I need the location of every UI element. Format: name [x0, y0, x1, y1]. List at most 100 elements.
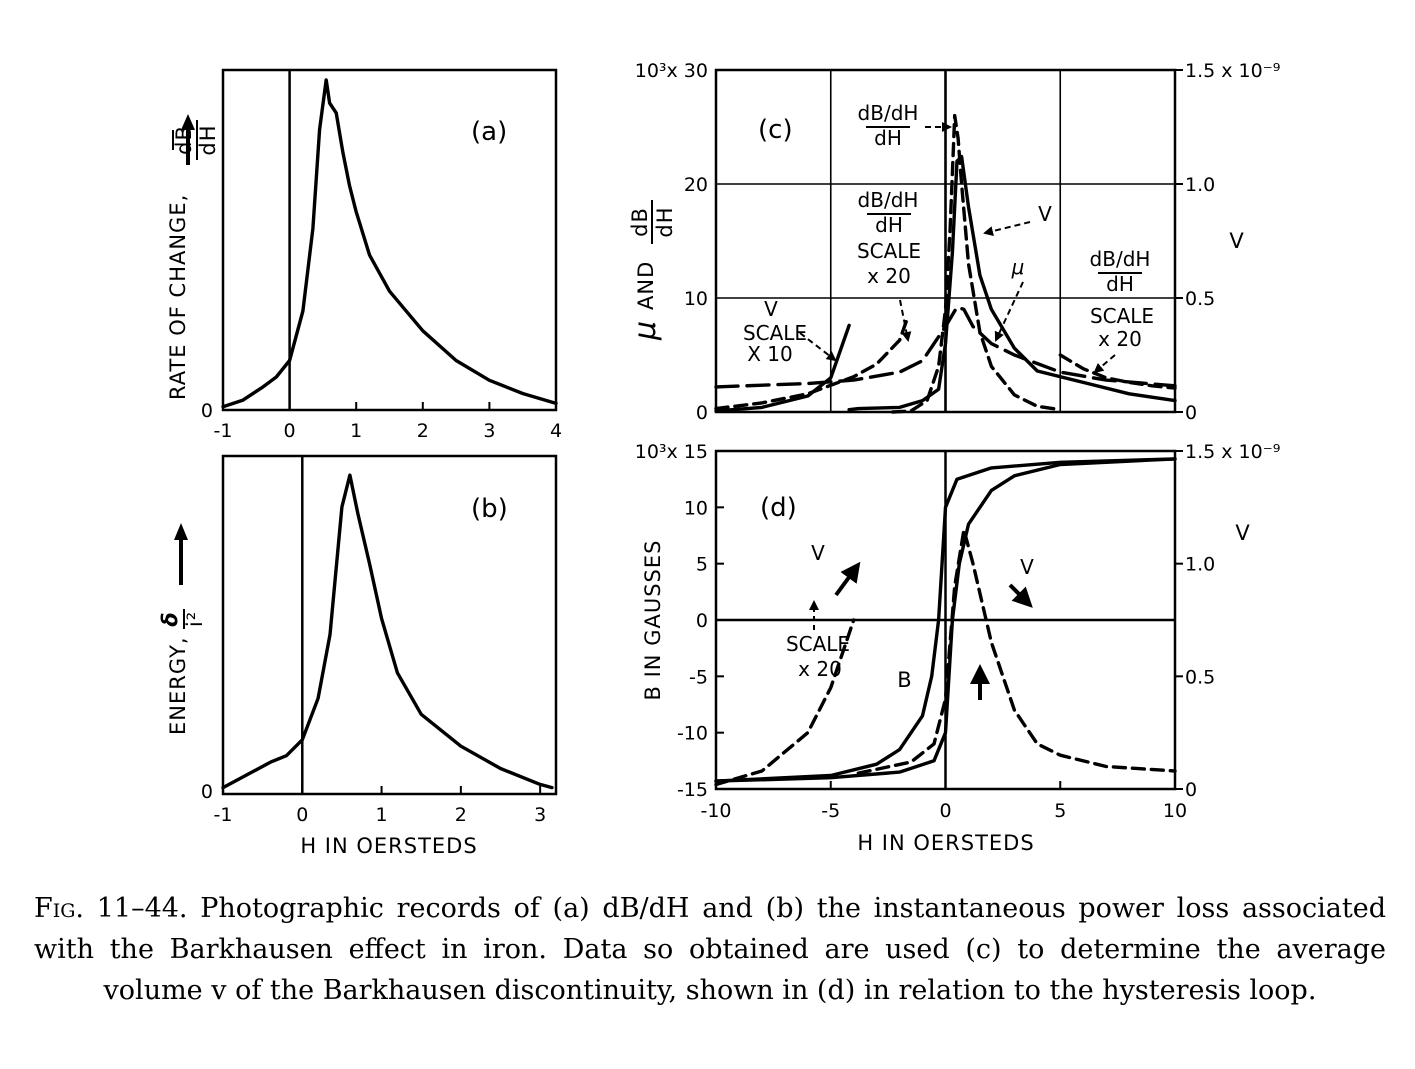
panel-c-annotation: μ — [1011, 255, 1025, 279]
svg-text:μ: μ — [628, 321, 663, 341]
panel-a: -1 0 1 2 3 4 0 (a) RATE OF CHANGE, dB dH — [166, 68, 562, 442]
panel-d-direction-arrow — [834, 561, 861, 597]
svg-text:dH: dH — [653, 206, 677, 237]
svg-text:i²: i² — [183, 611, 207, 627]
panel-d-annotation: B — [897, 668, 912, 692]
figure-caption-text: Photographic records of (a) dB/dH and (b… — [34, 893, 1386, 1006]
panel-d-xlabel: H IN OERSTEDS — [857, 831, 1034, 855]
panel-d-ytick-label: 5 — [696, 554, 708, 576]
panel-b-ylabel: ENERGY, δ i² — [158, 523, 207, 735]
svg-text:ENERGY,: ENERGY, — [166, 636, 190, 735]
panel-c-series-line-3 — [847, 154, 1177, 412]
panel-b-xtick-label: 0 — [296, 804, 308, 826]
panel-c-annotation: SCALE — [743, 321, 807, 345]
panel-d-annotation: SCALE — [786, 632, 850, 656]
panel-d-series-line-3 — [714, 618, 856, 787]
panel-a-ylabel: RATE OF CHANGE, — [166, 114, 195, 400]
panel-b-xlabel: H IN OERSTEDS — [300, 834, 477, 858]
panel-c-series-line-5 — [714, 305, 1177, 389]
svg-text:RATE OF CHANGE,: RATE OF CHANGE, — [166, 194, 190, 400]
svg-text:dB: dB — [172, 125, 196, 155]
panel-b-frame — [221, 454, 558, 796]
panel-c-annotation: x 20 — [867, 264, 911, 288]
panel-c-leader-arrow — [994, 281, 1024, 342]
panel-c-annotation: SCALE — [857, 239, 921, 263]
panel-a-xtick-label: 2 — [417, 420, 429, 442]
panel-a-xtick-label: 3 — [483, 420, 495, 442]
panel-c-label: (c) — [758, 115, 793, 145]
panel-c-ytick-label: 10³x 30 — [635, 60, 708, 82]
panel-c-annotation: dB/dH — [1090, 247, 1151, 271]
panel-a-series-line-0 — [221, 78, 558, 409]
panel-c-annotation-denominator: dH — [1106, 272, 1134, 296]
panel-a-frame — [221, 68, 558, 412]
panel-b: -1 0 1 2 3 0 (b) ENERGY, δ i² H IN OERSTEDS — [158, 454, 558, 858]
panel-d-ylabel: B IN GAUSSES — [641, 540, 665, 701]
panel-b-label: (b) — [471, 494, 508, 524]
panel-d-annotation: x 20 — [798, 657, 842, 681]
panel-d-xtick-label: 5 — [1054, 800, 1066, 822]
panel-c-annotation: dB/dH — [858, 188, 919, 212]
panel-a-xtick-label: 4 — [550, 420, 562, 442]
panel-c-ytick-right-label: 0.5 — [1185, 288, 1215, 310]
panel-d-ytick-right-label: 0.5 — [1185, 666, 1215, 688]
panel-d-ytick-label: -10 — [677, 723, 708, 745]
panel-d-ytick-right-label: 1.0 — [1185, 554, 1215, 576]
panel-d-xtick-label: -10 — [700, 800, 731, 822]
panel-c-frame — [714, 68, 1177, 414]
panel-c-annotation-denominator: dH — [874, 126, 902, 150]
panel-d-annotation: V — [1020, 555, 1034, 579]
panel-a-xtick-label: -1 — [214, 420, 233, 442]
panel-d-series-line-0 — [714, 457, 1177, 783]
panel-c: 0 10 20 10³x 30 0 0.5 1.0 1.5 x 10⁻⁹ (c) μ AND … — [628, 60, 1280, 424]
panel-c-ytick-label: 20 — [684, 174, 708, 196]
figure-caption: Fig. 11–44. Photographic records of (a) … — [34, 888, 1386, 1011]
panel-c-series-line-4 — [714, 323, 851, 413]
panel-d-direction-arrow — [1008, 583, 1033, 608]
panel-d-ytick-label: -5 — [689, 666, 708, 688]
panel-c-series-line-2 — [1058, 353, 1177, 390]
panel-c-ylabel-right: V — [1229, 229, 1244, 253]
panel-d-ytick-label: 10 — [684, 497, 708, 519]
panel-d-xtick-label: 0 — [939, 800, 951, 822]
panel-c-annotation: x 20 — [1098, 327, 1142, 351]
panel-b-xtick-label: 1 — [376, 804, 388, 826]
panel-d-ytick-label: 0 — [696, 610, 708, 632]
svg-text:AND: AND — [634, 261, 658, 310]
panel-d-annotation: V — [811, 541, 825, 565]
panel-b-ytick-0: 0 — [201, 781, 213, 803]
figure-canvas: -1 0 1 2 3 4 0 (a) RATE OF CHANGE, dB dH -1 0 1… — [158, 60, 1281, 858]
panel-c-series-line-1 — [714, 319, 909, 411]
panel-d-xtick-label: -5 — [821, 800, 840, 822]
panel-d-ytick-right-label: 0 — [1185, 779, 1197, 801]
panel-d-ytick-label: 10³x 15 — [635, 441, 708, 463]
svg-text:dB: dB — [628, 207, 652, 237]
panel-a-xtick-label: 1 — [350, 420, 362, 442]
panel-d-label: (d) — [760, 493, 797, 523]
panel-d-ytick-label: -15 — [677, 779, 708, 801]
svg-text:δ: δ — [158, 611, 182, 626]
panel-c-leader-arrow — [799, 332, 837, 362]
panel-a-ytick-0: 0 — [201, 400, 213, 422]
figure-number: Fig. 11–44. — [34, 893, 188, 924]
panel-b-xtick-label: -1 — [214, 804, 233, 826]
panel-c-series-line-0 — [891, 113, 1063, 414]
panel-c-annotation-denominator: dH — [875, 213, 903, 237]
panel-c-ytick-label: 10 — [684, 288, 708, 310]
panel-c-ytick-right-label: 1.0 — [1185, 174, 1215, 196]
panel-c-leader-arrow — [1093, 354, 1116, 374]
panel-b-xtick-label: 3 — [534, 804, 546, 826]
panel-d-ylabel-right: V — [1235, 521, 1250, 545]
panel-a-label: (a) — [471, 117, 507, 147]
panel-d-xtick-label: 10 — [1163, 800, 1187, 822]
panel-c-leader-arrow — [899, 299, 912, 342]
panel-c-annotation: V — [1038, 202, 1052, 226]
panel-d-series-line-2 — [856, 528, 1177, 775]
panel-c-ytick-right-label: 0 — [1185, 402, 1197, 424]
panel-c-ytick-label: 0 — [696, 402, 708, 424]
svg-text:dH: dH — [196, 124, 220, 155]
panel-c-annotation: dB/dH — [858, 101, 919, 125]
panel-c-annotation: X 10 — [747, 342, 793, 366]
panel-a-xtick-label: 0 — [284, 420, 296, 442]
